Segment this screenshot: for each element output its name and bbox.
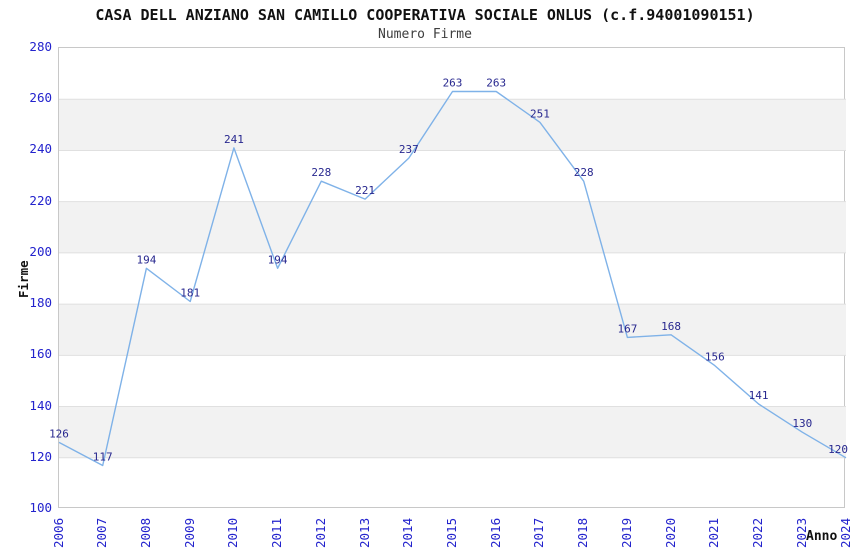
y-axis-title: Firme [16, 260, 31, 298]
plot-area: 126 117 194 181 241 194 228 221 237 263 263 251 228 1… [49, 47, 848, 508]
x-tick-label: 2012 [312, 517, 328, 548]
data-point-label: 221 [355, 184, 375, 197]
y-tick-label: 280 [29, 39, 52, 54]
x-tick-label: 2013 [356, 517, 372, 548]
data-point-label: 120 [828, 443, 848, 456]
x-tick-label: 2015 [444, 517, 459, 548]
x-tick-label: 2010 [225, 517, 241, 548]
x-tick-label: 2022 [750, 517, 766, 548]
x-axis-title: Anno [806, 529, 838, 544]
data-point-label: 228 [311, 166, 331, 179]
grid-band [59, 304, 846, 356]
x-tick-label: 2006 [50, 517, 66, 548]
y-tick-label: 200 [29, 243, 52, 259]
series-line [58, 90, 847, 467]
x-tick-label: 2021 [706, 517, 722, 548]
chart-title: CASA DELL ANZIANO SAN CAMILLO COOPERATIV… [95, 6, 755, 24]
data-point-label: 251 [530, 107, 550, 120]
x-tick-label: 2020 [662, 517, 678, 548]
grid-band [59, 99, 846, 151]
y-tick-label: 220 [29, 192, 52, 208]
data-point-label: 167 [617, 322, 637, 335]
data-point-label: 263 [443, 77, 463, 90]
x-tick-label: 2017 [531, 517, 547, 548]
data-point-label: 156 [705, 351, 725, 364]
data-point-label: 141 [749, 389, 769, 402]
data-point-label: 126 [49, 427, 69, 440]
data-point-label: 130 [792, 417, 812, 430]
y-tick-label: 140 [29, 397, 52, 413]
x-tick-label: 2007 [94, 517, 110, 548]
grid-band [59, 201, 846, 253]
x-tick-label: 2011 [269, 517, 285, 548]
data-point-label: 263 [486, 77, 506, 90]
x-tick-label: 2018 [575, 517, 591, 548]
y-tick-label: 100 [29, 500, 52, 515]
chart-subtitle: Numero Firme [378, 27, 472, 42]
data-point-label: 194 [268, 253, 288, 266]
y-tick-label: 260 [29, 90, 52, 106]
grid-band [59, 406, 846, 458]
data-point-label: 237 [399, 143, 419, 156]
data-point-label: 194 [136, 253, 156, 266]
x-tick-label: 2024 [837, 517, 850, 548]
data-point-label: 241 [224, 133, 244, 146]
data-point-label: 168 [661, 320, 681, 333]
x-tick-label: 2019 [618, 517, 634, 548]
plot-canvas: 126 117 194 181 241 194 228 221 237 263 263 251 228 1… [49, 77, 848, 467]
y-tick-label: 180 [29, 295, 52, 311]
y-tick-label: 160 [29, 346, 52, 362]
data-point-label: 228 [574, 166, 594, 179]
y-tick-label: 240 [29, 141, 52, 157]
x-tick-label: 2014 [400, 517, 416, 548]
data-point-label: 181 [180, 287, 200, 300]
x-tick-label: 2008 [137, 517, 153, 548]
x-tick-label: 2009 [181, 517, 197, 548]
y-tick-label: 120 [29, 448, 52, 464]
data-point-label: 117 [93, 451, 113, 464]
x-tick-label: 2016 [487, 517, 503, 548]
